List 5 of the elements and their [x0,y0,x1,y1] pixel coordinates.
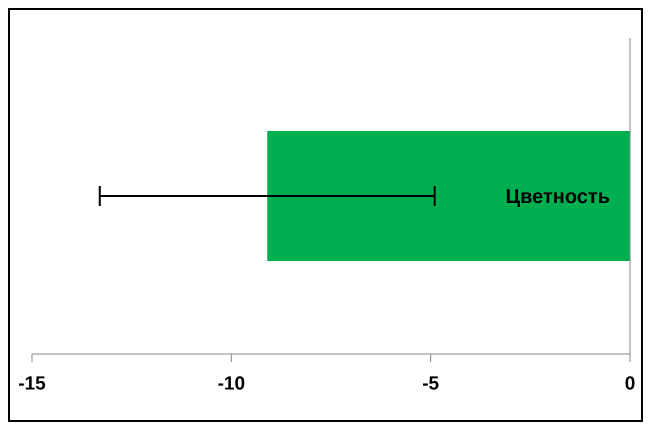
x-tick-label: 0 [624,373,636,394]
x-tick-label: -10 [218,373,246,394]
x-tick-label: -5 [422,373,440,394]
y-tick-label: Цветность [505,186,610,208]
x-tick-label: -15 [18,373,46,394]
